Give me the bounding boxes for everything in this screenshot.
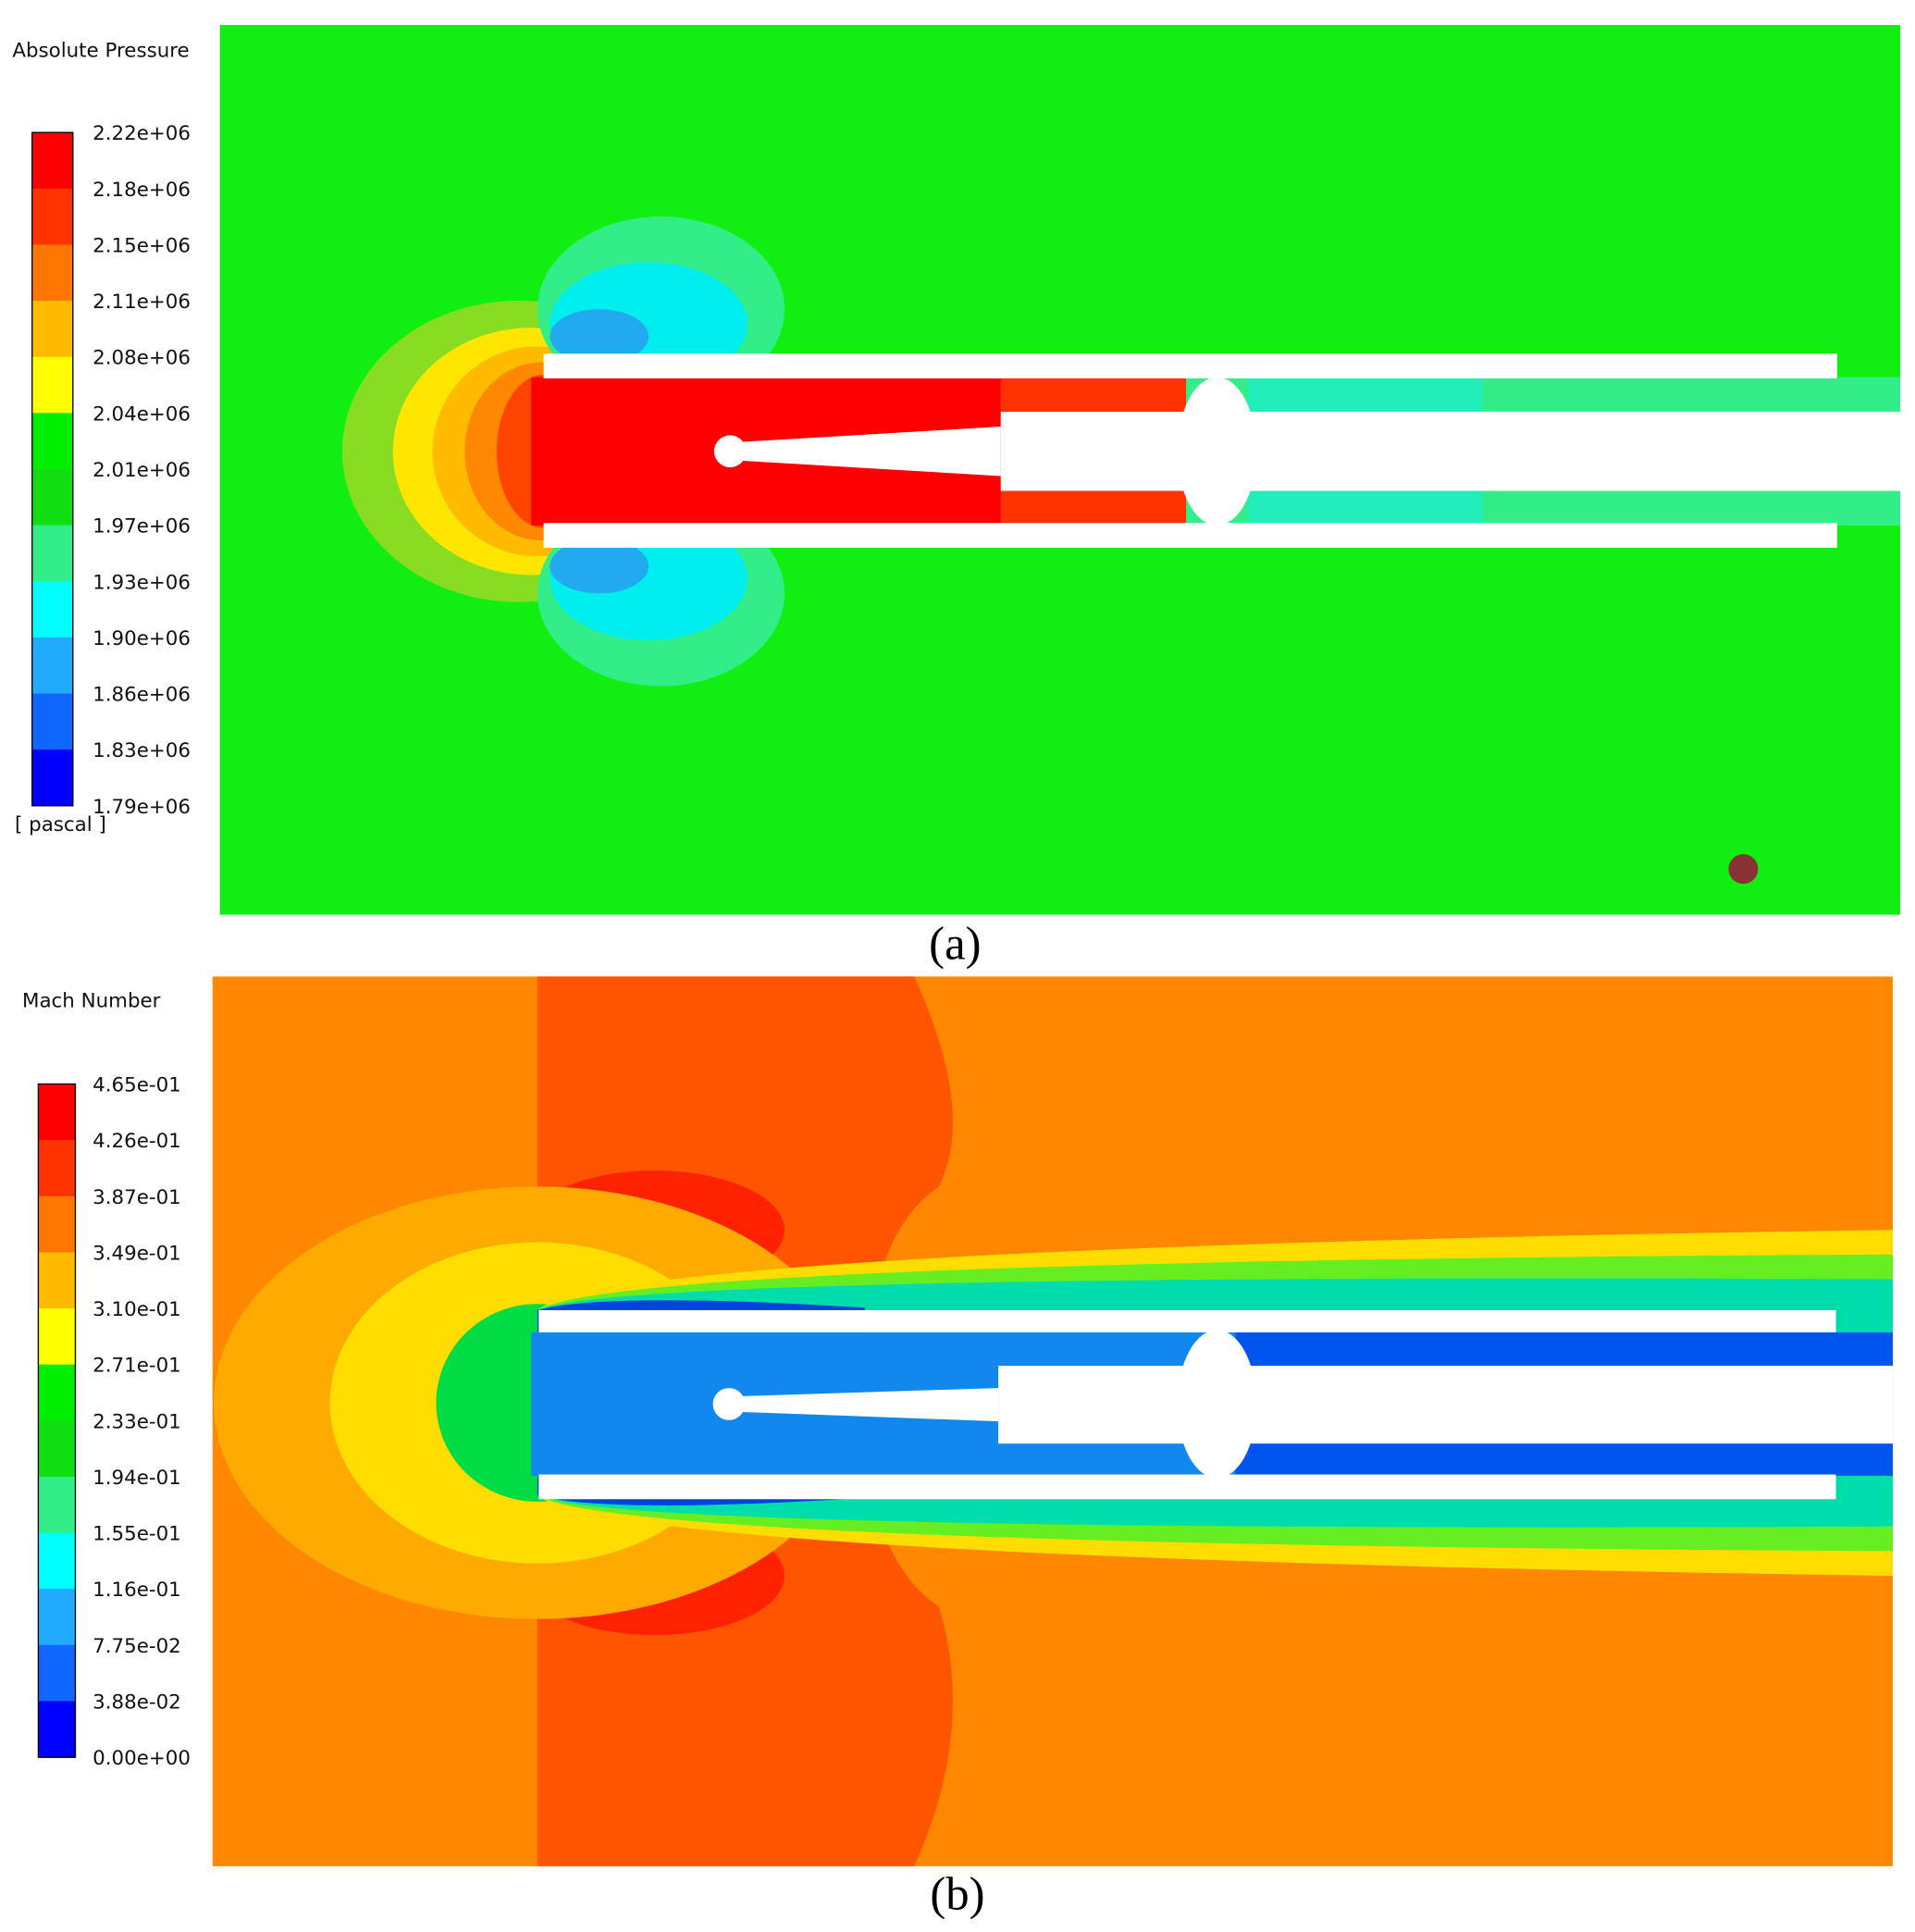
colorbar-band — [38, 1140, 76, 1197]
colorbar-band — [31, 581, 73, 638]
colorbar-band — [38, 1252, 76, 1309]
colorbar-band — [31, 244, 73, 302]
legend-label: 2.01e+06 — [93, 459, 191, 482]
legend-label: 0.00e+00 — [93, 1747, 191, 1770]
pressure-contour — [219, 25, 1900, 915]
legend-label: 1.83e+06 — [93, 739, 191, 762]
colorbar-frame — [31, 131, 74, 807]
legend-label: 4.26e-01 — [93, 1130, 181, 1153]
colorbar-band — [38, 1644, 76, 1703]
colorbar-band — [38, 1476, 76, 1534]
legend-label: 2.71e-01 — [93, 1355, 181, 1378]
legend-label: 3.10e-01 — [93, 1298, 181, 1321]
legend-label: 1.90e+06 — [93, 627, 191, 650]
mach-contour — [212, 976, 1893, 1866]
caption: (b) — [930, 1868, 984, 1920]
colorbar-band — [31, 356, 73, 415]
colorbar-band — [38, 1308, 76, 1366]
legend-label: 3.88e-02 — [93, 1690, 181, 1714]
legend-title: Mach Number — [22, 990, 161, 1013]
legend-label: 2.11e+06 — [93, 291, 191, 314]
colorbar-band — [31, 637, 73, 695]
colorbar-band — [31, 469, 73, 526]
colorbar-band — [38, 1364, 76, 1421]
colorbar-band — [31, 188, 73, 246]
colorbar-band — [31, 749, 73, 807]
legend-label: 1.97e+06 — [93, 515, 191, 539]
legend-label: 1.79e+06 — [93, 796, 191, 819]
colorbar-band — [31, 132, 73, 190]
legend-label: 1.16e-01 — [93, 1579, 181, 1602]
colorbar-band — [31, 301, 73, 358]
caption: (a) — [929, 918, 981, 970]
colorbar-band — [31, 525, 73, 582]
legend-label: 2.22e+06 — [93, 122, 191, 145]
colorbar-band — [31, 413, 73, 470]
legend-label: 2.04e+06 — [93, 402, 191, 426]
legend-title: Absolute Pressure — [12, 40, 189, 63]
colorbar-band — [31, 693, 73, 750]
legend-label: 2.08e+06 — [93, 347, 191, 370]
colorbar-band — [38, 1532, 76, 1590]
legend-label: 1.94e-01 — [93, 1467, 181, 1490]
legend-label: 2.33e-01 — [93, 1410, 181, 1433]
legend-label: 4.65e-01 — [93, 1074, 181, 1097]
legend-label: 1.55e-01 — [93, 1523, 181, 1546]
legend-label: 3.49e-01 — [93, 1242, 181, 1265]
colorbar-band — [38, 1084, 76, 1141]
colorbar-band — [38, 1420, 76, 1478]
legend-label: 7.75e-02 — [93, 1635, 181, 1658]
legend-unit: [ pascal ] — [15, 813, 106, 836]
colorbar-band — [38, 1195, 76, 1254]
legend-label: 2.15e+06 — [93, 234, 191, 257]
legend-label: 2.18e+06 — [93, 179, 191, 202]
legend-label: 3.87e-01 — [93, 1186, 181, 1209]
colorbar-band — [38, 1701, 76, 1758]
legend-label: 1.86e+06 — [93, 684, 191, 707]
colorbar-band — [38, 1589, 76, 1646]
colorbar-frame — [37, 1083, 77, 1758]
legend-label: 1.93e+06 — [93, 571, 191, 594]
